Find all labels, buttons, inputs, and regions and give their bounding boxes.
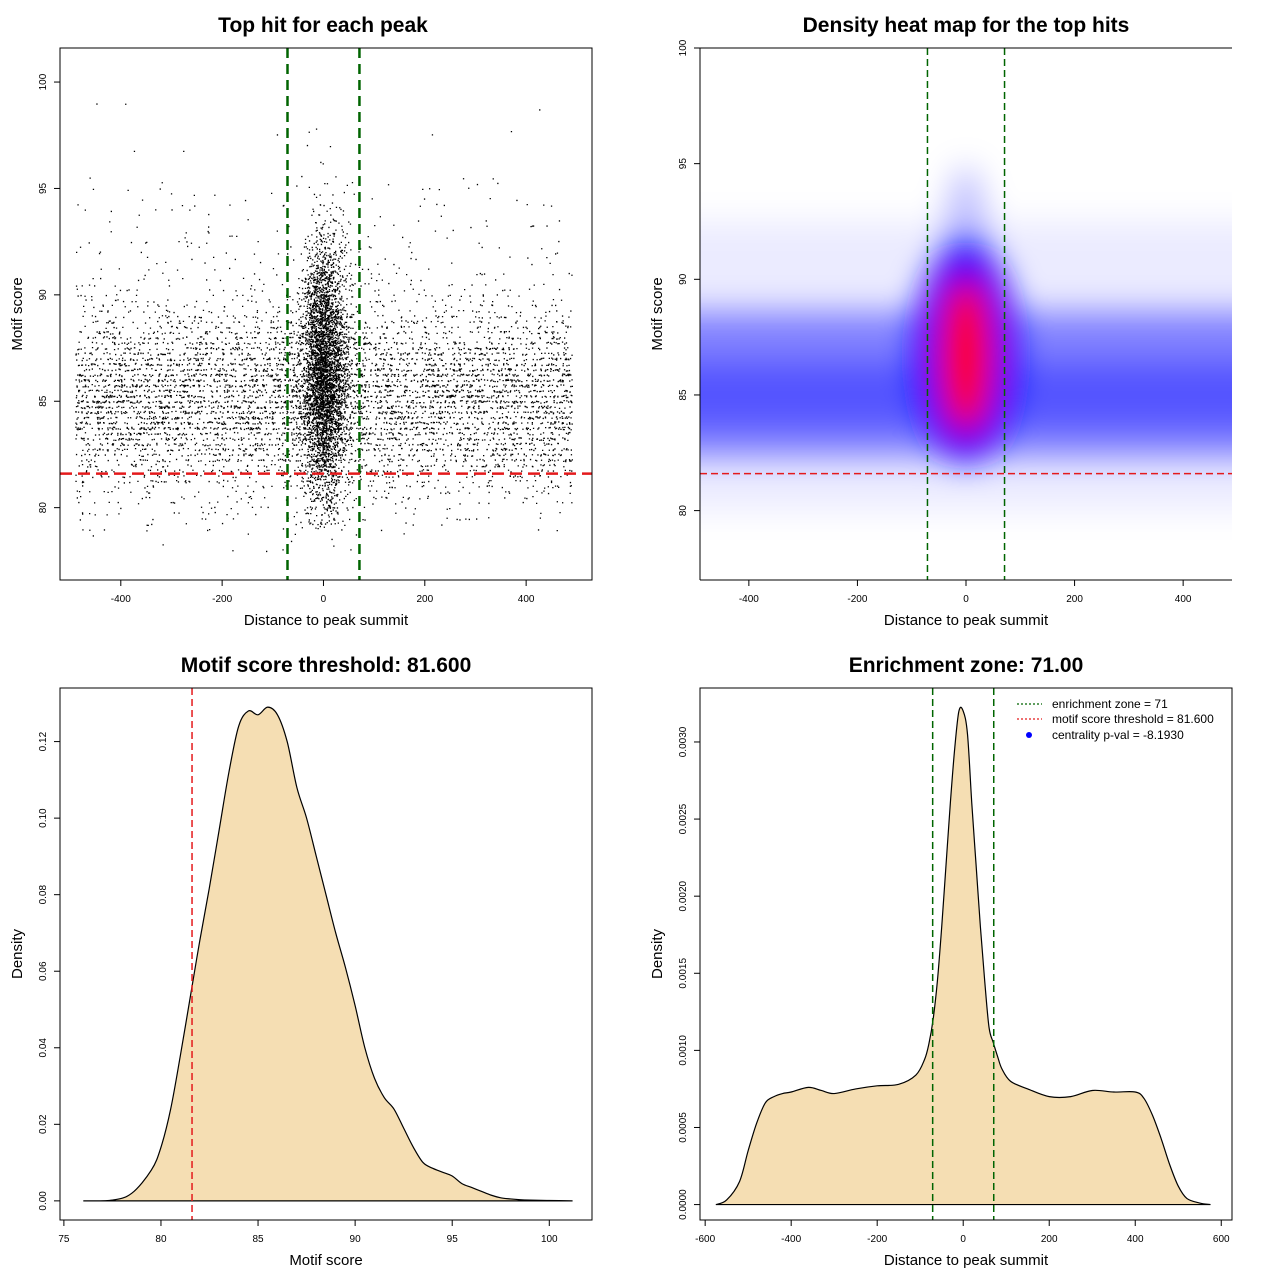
y-tick-label: 100 <box>678 39 689 56</box>
y-tick-label: 85 <box>678 389 689 401</box>
x-tick-label: -200 <box>867 1234 887 1245</box>
x-tick-label: 0 <box>963 594 969 605</box>
x-tick-label: -200 <box>847 594 867 605</box>
legend-pval-dot <box>1026 732 1032 738</box>
panel1-xlabel: Distance to peak summit <box>244 612 409 629</box>
x-tick-label: -600 <box>695 1234 715 1245</box>
panel2-y-axis: 80 85 90 95 100 <box>678 39 700 516</box>
panel-distance-density: Enrichment zone: 71.00 -600 -400 -200 0 200 4… <box>649 654 1233 1269</box>
y-tick-label: 0.0000 <box>678 1189 689 1220</box>
panel3-ylabel: Density <box>9 928 26 979</box>
y-tick-label: 0.0020 <box>678 880 689 911</box>
panel1-x-axis: -400 -200 0 200 400 <box>111 580 535 605</box>
panel4-reference-lines <box>931 688 995 1220</box>
x-tick-label: 0 <box>960 1234 966 1245</box>
x-tick-label: 75 <box>58 1234 70 1245</box>
panel1-points <box>75 103 574 553</box>
y-tick-label: 0.04 <box>38 1038 49 1058</box>
y-tick-label: 0.06 <box>38 961 49 981</box>
scatter-points <box>75 103 574 553</box>
x-tick-label: -200 <box>212 594 232 605</box>
panel2-xlabel: Distance to peak summit <box>884 612 1049 629</box>
y-tick-label: 0.12 <box>38 731 49 751</box>
x-tick-label: 400 <box>518 594 535 605</box>
y-tick-label: 0.08 <box>38 885 49 905</box>
x-tick-label: 200 <box>416 594 433 605</box>
panel4-x-axis: -600 -400 -200 0 200 400 600 <box>695 1220 1230 1245</box>
panel1-title: Top hit for each peak <box>218 14 428 37</box>
x-tick-label: 85 <box>252 1234 264 1245</box>
y-tick-label: 100 <box>38 73 49 90</box>
y-tick-label: 80 <box>678 505 689 517</box>
panel4-frame <box>699 687 1233 1221</box>
panel2-density-surface <box>700 166 1232 511</box>
panel4-density-area <box>715 706 1211 1206</box>
y-tick-label: 0.0025 <box>678 803 689 834</box>
panel3-xlabel: Motif score <box>289 1252 362 1269</box>
x-tick-label: 95 <box>447 1234 459 1245</box>
panel2-ylabel: Motif score <box>649 277 666 350</box>
panel3-title: Motif score threshold: 81.600 <box>181 654 472 677</box>
y-tick-label: 90 <box>38 289 49 301</box>
legend-pval-label: centrality p-val = -8.1930 <box>1052 728 1184 742</box>
heat-peak <box>940 277 992 434</box>
legend-zone-label: enrichment zone = 71 <box>1052 697 1168 711</box>
legend-threshold-label: motif score threshold = 81.600 <box>1052 712 1214 726</box>
x-tick-label: -400 <box>781 1234 801 1245</box>
panel1-ylabel: Motif score <box>9 277 26 350</box>
y-tick-label: 0.00 <box>38 1191 49 1211</box>
panel4-y-axis: 0.0000 0.0005 0.0010 0.0015 0.0020 0.0025 0.00… <box>678 726 700 1220</box>
x-tick-label: -400 <box>111 594 131 605</box>
panel1-frame <box>59 47 593 581</box>
panel3-x-axis: 75 80 85 90 95 100 <box>58 1220 558 1245</box>
y-tick-label: 90 <box>678 273 689 285</box>
y-tick-label: 0.10 <box>38 808 49 828</box>
panel4-xlabel: Distance to peak summit <box>884 1252 1049 1269</box>
y-tick-label: 0.0005 <box>678 1112 689 1143</box>
x-tick-label: 200 <box>1041 1234 1058 1245</box>
y-tick-label: 85 <box>38 395 49 407</box>
panel3-density-area <box>83 706 573 1202</box>
panel-scatter: Top hit for each peak -400 -200 0 200 400 80… <box>9 14 593 629</box>
x-tick-label: 200 <box>1066 594 1083 605</box>
y-tick-label: 0.0015 <box>678 958 689 989</box>
x-tick-label: 80 <box>155 1234 167 1245</box>
panel2-reference-lines <box>700 48 1232 580</box>
x-tick-label: 0 <box>321 594 327 605</box>
x-tick-label: 400 <box>1127 1234 1144 1245</box>
panel3-frame <box>59 687 593 1221</box>
panel2-title: Density heat map for the top hits <box>803 14 1130 37</box>
y-tick-label: 80 <box>38 502 49 514</box>
x-tick-label: 400 <box>1175 594 1192 605</box>
x-tick-label: 90 <box>350 1234 362 1245</box>
panel1-y-axis: 80 85 90 95 100 <box>38 73 60 513</box>
x-tick-label: 100 <box>541 1234 558 1245</box>
y-tick-label: 95 <box>38 182 49 194</box>
x-tick-label: -400 <box>739 594 759 605</box>
panel4-ylabel: Density <box>649 928 666 979</box>
panel1-reference-lines <box>60 48 592 580</box>
panel-heatmap: Density heat map for the top hits -400 -2… <box>649 14 1232 629</box>
y-tick-label: 0.0010 <box>678 1035 689 1066</box>
y-tick-label: 0.02 <box>38 1114 49 1134</box>
heat-layer <box>700 166 1232 511</box>
x-tick-label: 600 <box>1213 1234 1230 1245</box>
y-tick-label: 0.0030 <box>678 726 689 757</box>
y-tick-label: 95 <box>678 158 689 170</box>
panel2-x-axis: -400 -200 0 200 400 <box>739 580 1192 605</box>
panel4-title: Enrichment zone: 71.00 <box>849 654 1084 677</box>
panel3-y-axis: 0.00 0.02 0.04 0.06 0.08 0.10 0.12 <box>38 731 60 1211</box>
panel-score-density: Motif score threshold: 81.600 75 80 85 90 95… <box>9 654 593 1269</box>
panel4-legend: enrichment zone = 71 motif score thresho… <box>1017 697 1214 742</box>
